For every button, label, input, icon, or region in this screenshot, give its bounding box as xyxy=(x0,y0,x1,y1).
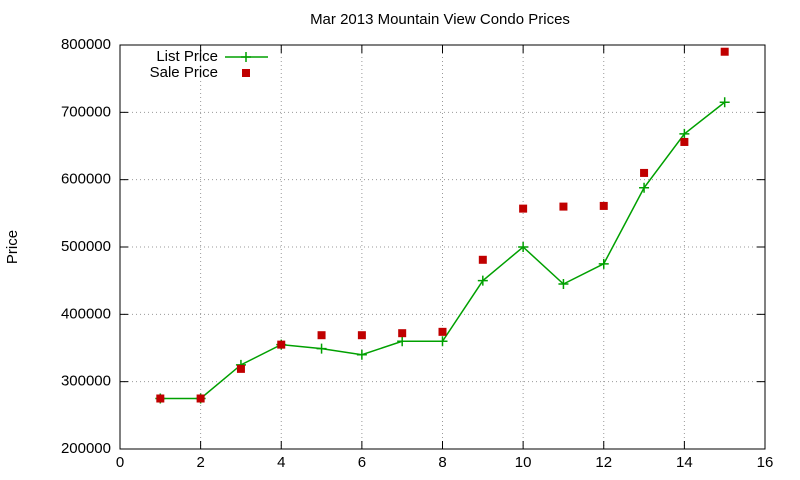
x-tick-label: 0 xyxy=(116,454,124,471)
marker xyxy=(477,275,488,286)
marker xyxy=(242,69,250,77)
y-tick-label: 200000 xyxy=(61,440,111,457)
plot-border xyxy=(119,44,766,450)
marker xyxy=(356,349,367,360)
legend-label: Sale Price xyxy=(150,64,218,81)
x-tick-label: 2 xyxy=(196,454,204,471)
marker xyxy=(438,327,447,336)
marker xyxy=(558,279,569,290)
marker xyxy=(559,202,568,211)
chart-title: Mar 2013 Mountain View Condo Prices xyxy=(310,11,570,28)
y-tick-label: 600000 xyxy=(61,171,111,188)
x-tick-label: 8 xyxy=(438,454,446,471)
marker xyxy=(598,258,609,269)
x-tick-label: 4 xyxy=(277,454,285,471)
y-tick-label: 300000 xyxy=(61,373,111,390)
x-tick-label: 6 xyxy=(358,454,366,471)
marker xyxy=(639,182,650,193)
y-axis-label: Price xyxy=(4,230,21,264)
marker xyxy=(156,394,165,403)
x-tick-label: 12 xyxy=(595,454,612,471)
x-tick-label: 16 xyxy=(757,454,774,471)
marker xyxy=(316,343,327,354)
marker xyxy=(680,137,689,146)
marker xyxy=(357,331,366,340)
y-tick-label: 400000 xyxy=(61,305,111,322)
marker xyxy=(196,394,205,403)
marker xyxy=(519,204,528,213)
marker xyxy=(640,168,649,177)
marker xyxy=(397,336,408,347)
marker xyxy=(236,364,245,373)
data-line xyxy=(160,101,726,400)
marker xyxy=(398,329,407,338)
marker xyxy=(241,52,251,62)
x-tick-label: 14 xyxy=(676,454,693,471)
y-tick-label: 800000 xyxy=(61,36,111,53)
legend-label: List Price xyxy=(156,48,218,65)
marker xyxy=(317,331,326,340)
marker xyxy=(437,336,448,347)
marker xyxy=(478,255,487,264)
y-tick-label: 500000 xyxy=(61,238,111,255)
y-tick-label: 700000 xyxy=(61,103,111,120)
marker xyxy=(518,242,529,252)
marker xyxy=(679,128,690,139)
marker xyxy=(719,97,730,108)
x-tick-label: 10 xyxy=(515,454,532,471)
marker xyxy=(720,47,729,56)
marker xyxy=(599,201,608,210)
marker xyxy=(277,340,286,349)
